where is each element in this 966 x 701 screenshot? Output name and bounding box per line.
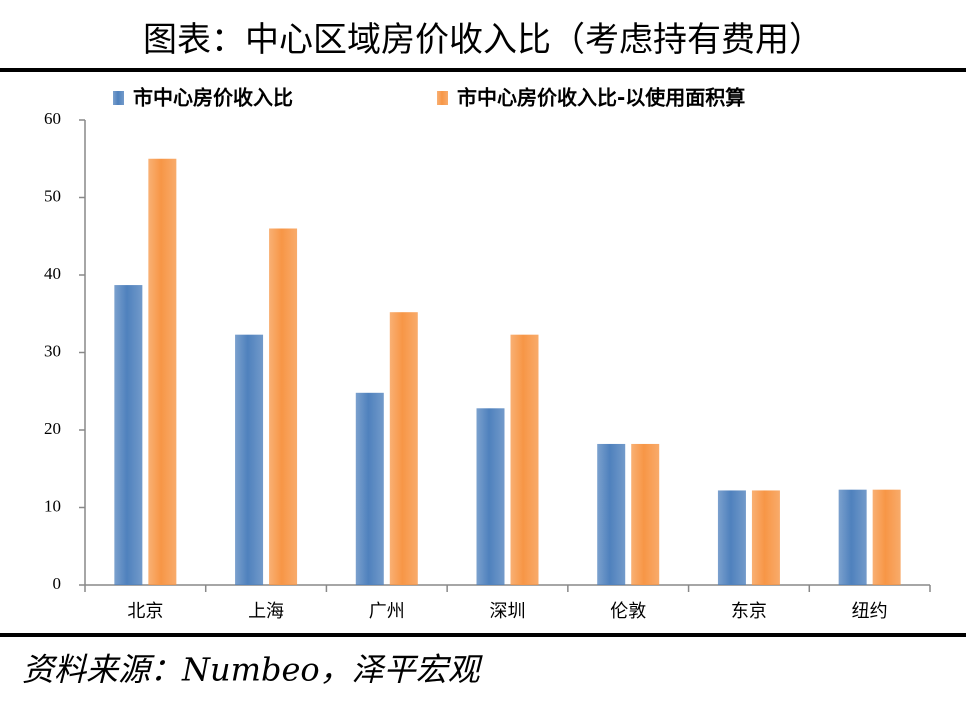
bar xyxy=(510,334,539,585)
y-tick-label: 40 xyxy=(44,264,61,283)
bar xyxy=(838,489,867,585)
bar xyxy=(235,334,264,585)
legend-swatch xyxy=(437,91,448,105)
y-tick-label: 0 xyxy=(53,574,62,593)
bottom-rule xyxy=(0,633,966,637)
x-tick-label: 广州 xyxy=(369,601,405,622)
x-tick-label: 深圳 xyxy=(490,601,526,622)
x-tick-label: 纽约 xyxy=(852,601,888,622)
y-tick-label: 60 xyxy=(44,109,61,128)
legend-swatch xyxy=(113,91,124,105)
y-tick-label: 30 xyxy=(44,341,61,360)
bar xyxy=(872,489,901,585)
top-rule xyxy=(0,68,966,72)
x-tick-label: 北京 xyxy=(127,601,163,622)
y-tick-label: 50 xyxy=(44,186,61,205)
legend-label: 市中心房价收入比-以使用面积算 xyxy=(457,86,745,110)
x-tick-label: 伦敦 xyxy=(610,601,646,622)
source-note: 资料来源：Numbeo，泽平宏观 xyxy=(22,651,484,689)
bar xyxy=(717,490,746,585)
bar xyxy=(751,490,780,585)
bar xyxy=(476,408,505,585)
bar xyxy=(114,285,143,585)
bar xyxy=(148,158,177,585)
x-tick-label: 东京 xyxy=(731,601,767,622)
bar xyxy=(631,443,660,585)
bar xyxy=(389,312,418,585)
bar xyxy=(597,443,626,585)
legend-label: 市中心房价收入比 xyxy=(133,86,293,110)
chart-title: 图表：中心区域房价收入比（考虑持有费用） xyxy=(143,20,823,60)
y-tick-label: 20 xyxy=(44,419,61,438)
x-tick-label: 上海 xyxy=(248,601,284,622)
bar xyxy=(269,228,298,585)
y-tick-label: 10 xyxy=(44,496,61,515)
bar xyxy=(355,392,384,585)
